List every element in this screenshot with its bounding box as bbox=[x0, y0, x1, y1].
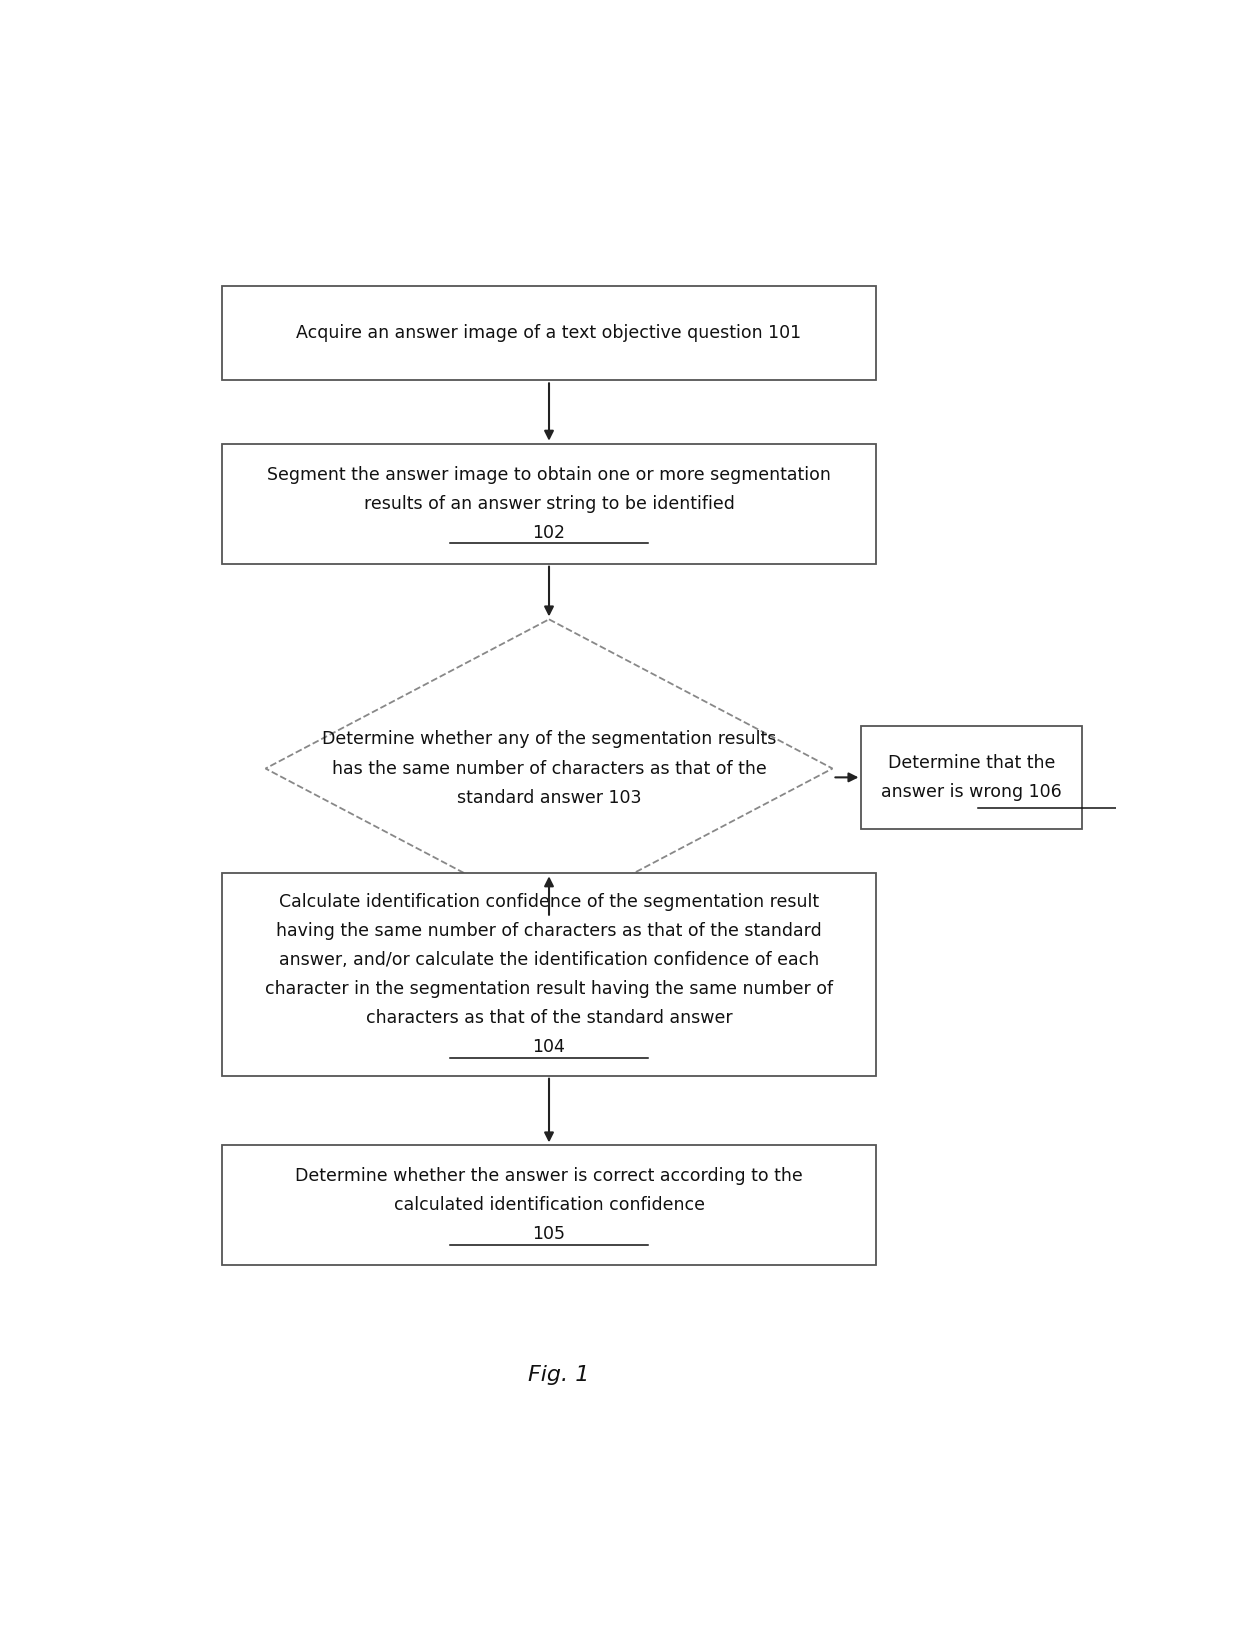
FancyBboxPatch shape bbox=[222, 443, 875, 563]
Text: answer is wrong 106: answer is wrong 106 bbox=[882, 783, 1063, 801]
Text: has the same number of characters as that of the: has the same number of characters as tha… bbox=[331, 760, 766, 778]
Text: 102: 102 bbox=[532, 524, 565, 542]
Text: standard answer 103: standard answer 103 bbox=[456, 788, 641, 806]
Text: character in the segmentation result having the same number of: character in the segmentation result hav… bbox=[265, 980, 833, 998]
FancyBboxPatch shape bbox=[222, 286, 875, 381]
Text: Determine whether the answer is correct according to the: Determine whether the answer is correct … bbox=[295, 1167, 802, 1186]
FancyBboxPatch shape bbox=[862, 726, 1083, 829]
FancyBboxPatch shape bbox=[222, 874, 875, 1076]
Text: Acquire an answer image of a text objective question 101: Acquire an answer image of a text object… bbox=[296, 323, 801, 342]
Text: 105: 105 bbox=[532, 1225, 565, 1243]
Text: 104: 104 bbox=[532, 1038, 565, 1056]
Text: having the same number of characters as that of the standard: having the same number of characters as … bbox=[277, 923, 822, 939]
Text: Fig. 1: Fig. 1 bbox=[528, 1366, 589, 1386]
Text: calculated identification confidence: calculated identification confidence bbox=[393, 1197, 704, 1215]
Polygon shape bbox=[265, 619, 832, 918]
Text: answer, and/or calculate the identification confidence of each: answer, and/or calculate the identificat… bbox=[279, 951, 820, 969]
Text: Determine whether any of the segmentation results: Determine whether any of the segmentatio… bbox=[322, 731, 776, 749]
FancyBboxPatch shape bbox=[222, 1146, 875, 1266]
Text: Calculate identification confidence of the segmentation result: Calculate identification confidence of t… bbox=[279, 893, 820, 911]
Text: characters as that of the standard answer: characters as that of the standard answe… bbox=[366, 1010, 733, 1028]
Text: Determine that the: Determine that the bbox=[888, 754, 1055, 772]
Text: Segment the answer image to obtain one or more segmentation: Segment the answer image to obtain one o… bbox=[267, 466, 831, 483]
Text: results of an answer string to be identified: results of an answer string to be identi… bbox=[363, 494, 734, 512]
